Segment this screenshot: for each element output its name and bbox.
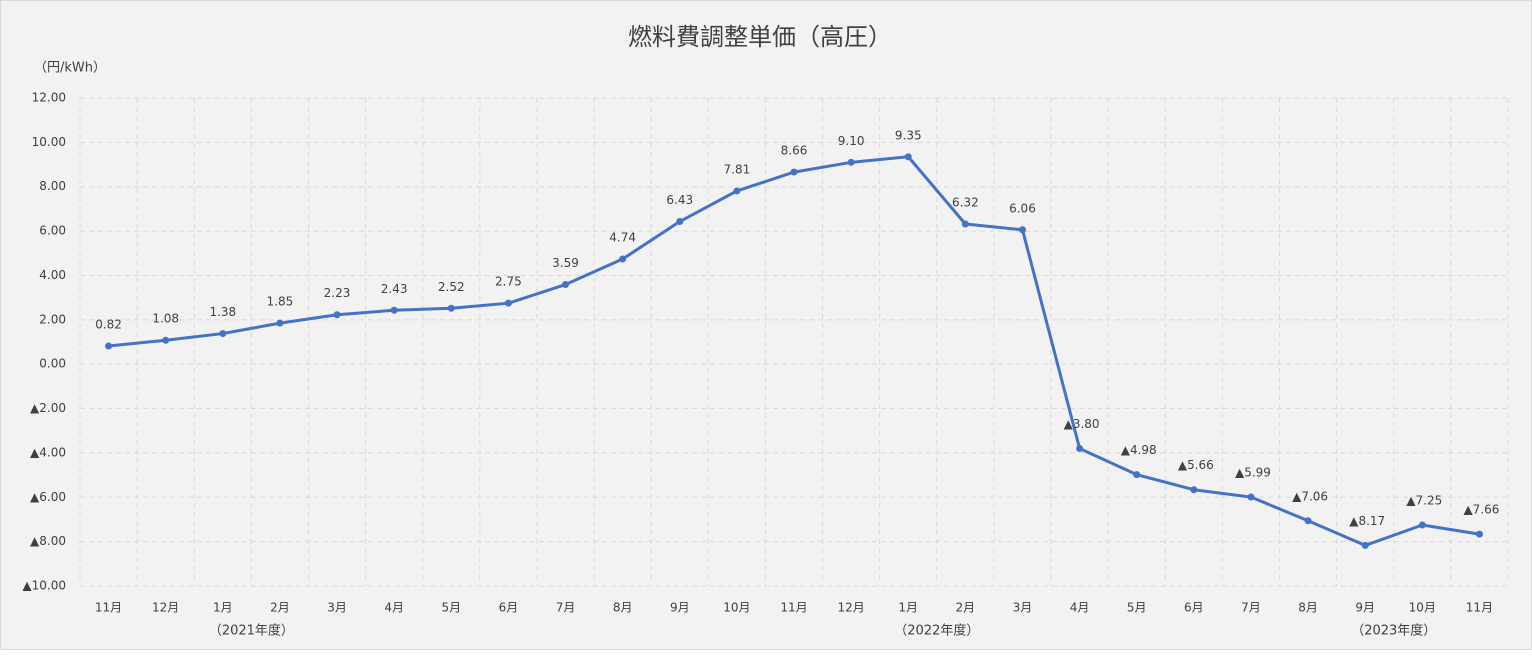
data-label: 9.35 [895,128,922,142]
data-label: ▲3.80 [1064,417,1100,431]
fiscal-year-label: （2021年度） [209,623,294,639]
data-label: 3.59 [552,256,579,270]
data-label: ▲4.98 [1121,443,1157,457]
fiscal-year-label: （2022年度） [894,623,979,639]
x-tick-label: 6月 [499,601,519,615]
data-label: 6.32 [952,195,979,209]
x-tick-label: 3月 [327,601,347,615]
point [1018,226,1026,234]
x-tick-label: 7月 [556,601,576,615]
point [1190,486,1198,494]
point [847,158,855,166]
point [219,330,227,338]
data-label: 4.74 [609,231,636,245]
x-tick-label: 10月 [723,601,750,615]
data-label: 7.81 [724,162,751,176]
data-label: ▲7.06 [1292,489,1328,503]
x-tick-label: 2月 [270,601,290,615]
data-label: 2.43 [381,282,408,296]
point [1133,471,1141,479]
data-label: 0.82 [95,317,122,331]
data-label: 1.08 [152,312,179,326]
x-tick-label: 8月 [613,601,633,615]
data-label: 2.75 [495,275,522,289]
y-axis-label: （円/kWh） [34,61,106,76]
x-tick-label: 11月 [780,601,807,615]
x-tick-label: 12月 [837,601,864,615]
x-tick-label: 6月 [1184,601,1204,615]
x-tick-label: 4月 [384,601,404,615]
chart-title: 燃料費調整単価（高圧） [628,23,892,51]
y-tick-label: 2.00 [39,312,66,326]
data-label: 2.52 [438,280,465,294]
y-tick-label: ▲8.00 [30,534,66,548]
x-tick-label: 9月 [670,601,690,615]
data-label: 9.10 [838,134,865,148]
point [676,218,684,226]
y-tick-label: 4.00 [39,268,66,282]
y-tick-label: ▲6.00 [30,490,66,504]
x-tick-label: 8月 [1298,601,1318,615]
point [390,306,398,314]
y-tick-label: ▲10.00 [22,579,66,593]
y-tick-label: ▲4.00 [30,445,66,459]
point [904,153,912,161]
point [276,319,284,327]
x-tick-label: 1月 [898,601,918,615]
x-tick-label: 3月 [1013,601,1033,615]
point [1247,493,1255,501]
data-label: ▲5.66 [1178,458,1214,472]
point [619,255,627,263]
data-label: 1.38 [209,305,236,319]
data-label: ▲7.66 [1463,503,1499,517]
y-tick-label: 12.00 [32,91,66,105]
point [504,299,512,307]
point [105,342,113,350]
point [1418,521,1426,529]
x-tick-label: 1月 [213,601,233,615]
x-tick-label: 4月 [1070,601,1090,615]
point [447,304,455,312]
point [1361,541,1369,549]
data-label: 6.06 [1009,201,1036,215]
x-tick-label: 12月 [152,601,179,615]
data-label: 1.85 [267,295,294,309]
x-tick-label: 2月 [956,601,976,615]
fiscal-year-label: （2023年度） [1351,623,1436,639]
point [1076,444,1084,452]
data-label: ▲5.99 [1235,466,1271,480]
point [1475,530,1483,538]
point [333,311,341,319]
data-label: 6.43 [666,193,693,207]
x-tick-label: 11月 [95,601,122,615]
y-tick-label: 0.00 [39,357,66,371]
x-tick-label: 7月 [1241,601,1261,615]
point [562,281,570,289]
x-tick-label: 5月 [441,601,461,615]
data-label: ▲7.25 [1406,494,1442,508]
x-tick-label: 5月 [1127,601,1147,615]
data-label: ▲8.17 [1349,514,1385,528]
point [961,220,969,228]
x-tick-label: 11月 [1466,601,1493,615]
data-label: 2.23 [324,286,351,300]
y-tick-label: 6.00 [39,224,66,238]
y-tick-label: 10.00 [32,135,66,149]
y-tick-label: ▲2.00 [30,401,66,415]
data-label: 8.66 [781,144,808,158]
y-tick-label: 8.00 [39,179,66,193]
point [790,168,798,176]
x-tick-label: 9月 [1355,601,1375,615]
x-tick-label: 10月 [1409,601,1436,615]
point [1304,517,1312,525]
point [162,336,170,344]
point [733,187,741,195]
